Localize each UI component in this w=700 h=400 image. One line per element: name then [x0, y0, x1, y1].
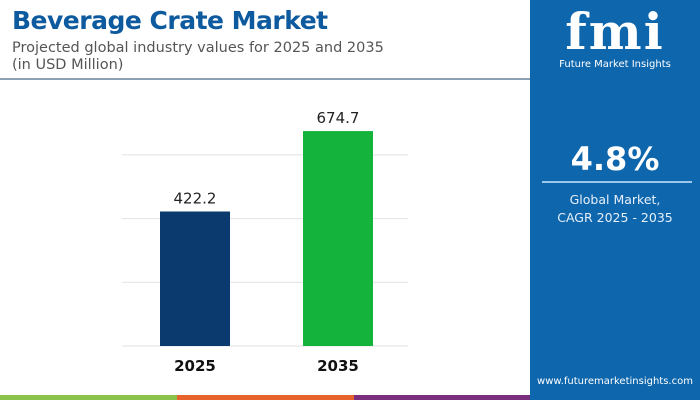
data-label: 422.2 — [174, 189, 217, 207]
cagr-label: Global Market, CAGR 2025 - 2035 — [530, 191, 700, 227]
footer-strip-green — [0, 395, 177, 400]
footer-strip-orange — [177, 395, 354, 400]
footer-strip-purple — [354, 395, 530, 400]
website-link[interactable]: www.futuremarketinsights.com — [537, 376, 693, 387]
chart-subtitle: Projected global industry values for 202… — [12, 40, 384, 74]
x-tick-label: 2025 — [174, 357, 216, 375]
side-panel: fmi Future Market Insights 4.8% Global M… — [530, 0, 700, 400]
cagr-value: 4.8% — [570, 140, 660, 178]
bar-2025 — [160, 211, 230, 346]
header-divider — [0, 78, 530, 80]
cagr-period: CAGR 2025 - 2035 — [557, 210, 673, 225]
x-tick-label: 2035 — [317, 357, 359, 375]
subtitle-line: Projected global industry values for 202… — [12, 40, 384, 56]
bar-2035 — [303, 131, 373, 346]
logo-subtitle: Future Market Insights — [559, 59, 671, 70]
cagr-label-line: Global Market, — [569, 192, 661, 207]
subtitle-unit: (in USD Million) — [12, 57, 124, 73]
data-label: 674.7 — [317, 109, 360, 127]
bar-chart: 422.2 2025 674.7 2035 — [122, 109, 408, 375]
fmi-logo: fmi — [565, 2, 665, 61]
cagr-divider — [542, 181, 692, 183]
chart-title: Beverage Crate Market — [12, 6, 328, 35]
